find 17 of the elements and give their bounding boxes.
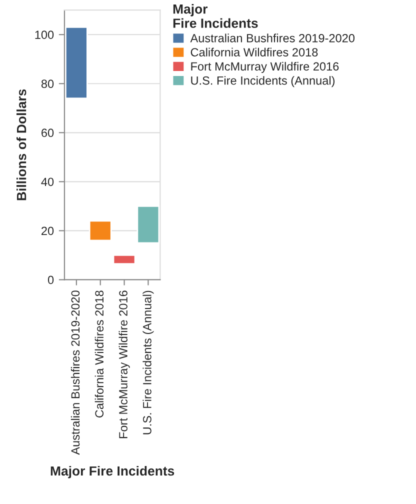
y-tick-label: 0 bbox=[48, 276, 54, 284]
legend-label: U.S. Fire Incidents (Annual) bbox=[191, 76, 335, 88]
legend-label: Australian Bushfires 2019-2020 bbox=[190, 34, 355, 42]
legend-label: California Wildfires 2018 bbox=[190, 48, 318, 56]
x-tick-label: Fort McMurray Wildfire 2016 bbox=[118, 290, 130, 438]
y-axis-title: Billions of Dollars bbox=[16, 89, 26, 200]
x-tick-label: California Wildfires 2018 bbox=[94, 290, 104, 418]
y-tick-label: 100 bbox=[35, 30, 54, 39]
legend-title: Major Fire Incidents bbox=[173, 4, 258, 28]
y-tick-label: 20 bbox=[42, 226, 54, 236]
y-tick-label: 80 bbox=[41, 80, 54, 88]
y-tick-label: 60 bbox=[42, 128, 54, 138]
y-tick-label: 40 bbox=[41, 178, 54, 186]
x-tick-label: Australian Bushfires 2019-2020 bbox=[70, 290, 80, 455]
x-tick-label: U.S. Fire Incidents (Annual) bbox=[142, 290, 154, 434]
legend-label: Fort McMurray Wildfire 2016 bbox=[191, 62, 339, 73]
x-axis-title: Major Fire Incidents bbox=[50, 466, 174, 478]
